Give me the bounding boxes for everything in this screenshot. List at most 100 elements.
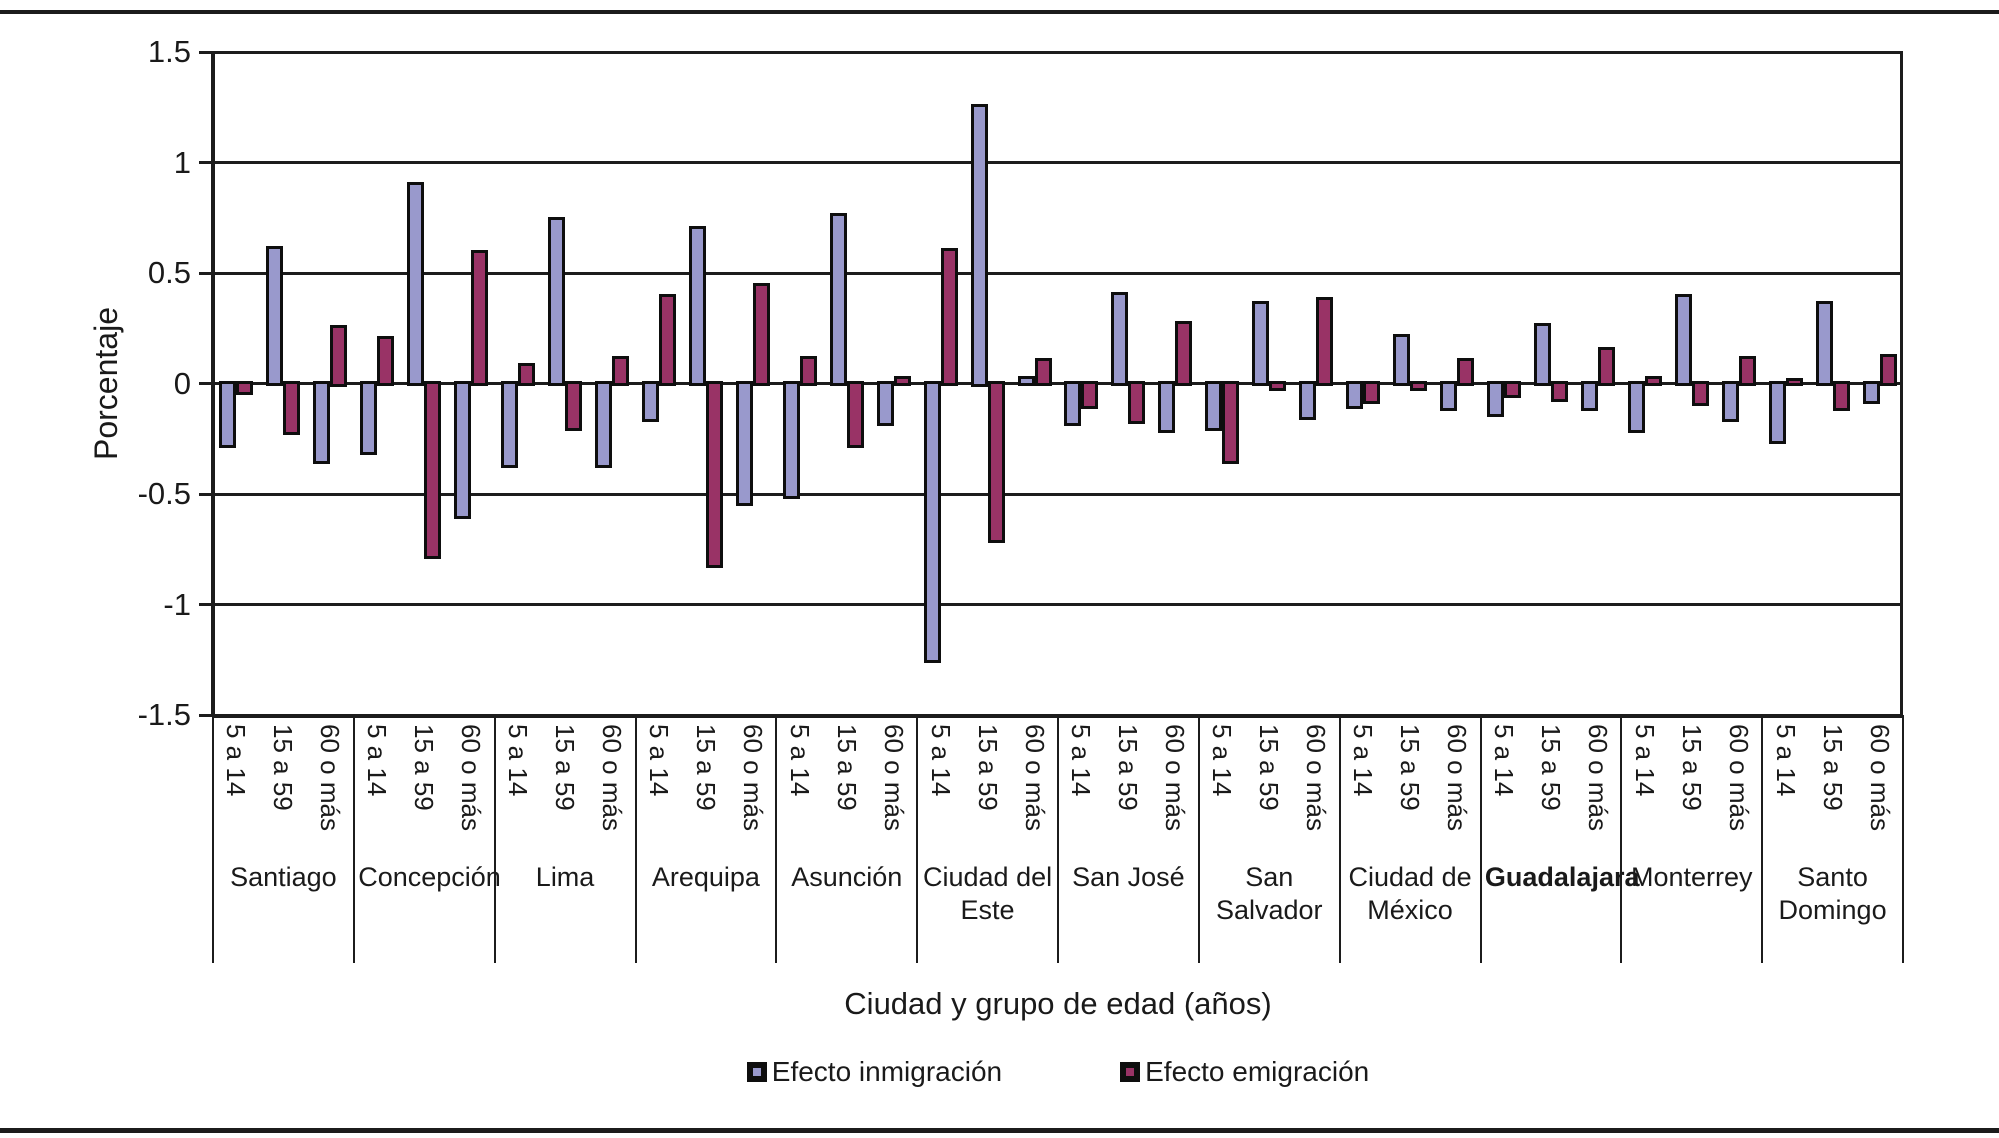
age-group-label: 15 a 59 <box>1113 724 1144 811</box>
bottom-border-rule <box>0 1128 1999 1133</box>
cluster-separator <box>1761 715 1764 963</box>
bar-emigracion <box>377 336 395 387</box>
bar-inmigracion <box>1815 300 1833 387</box>
y-tick-label: -1.5 <box>137 697 191 732</box>
legend-swatch-emigracion-icon <box>1120 1062 1141 1082</box>
top-border-rule <box>0 10 1999 14</box>
bar-emigracion <box>236 380 254 396</box>
city-label-text: San Salvador <box>1215 862 1323 925</box>
bar-inmigracion <box>1862 380 1880 405</box>
bar-emigracion <box>1785 378 1803 387</box>
bar-emigracion <box>1269 380 1287 391</box>
bar-emigracion <box>799 356 817 387</box>
city-label: Santiago <box>213 861 354 894</box>
city-label-text: Guadalajara <box>1484 862 1640 892</box>
cluster-separator <box>775 715 778 963</box>
bar-inmigracion <box>407 181 425 387</box>
age-group-label: 15 a 59 <box>690 724 721 811</box>
bar-emigracion <box>518 362 536 387</box>
y-axis-tick <box>199 603 213 606</box>
cluster-separator <box>212 715 214 963</box>
bar-inmigracion <box>266 245 284 387</box>
y-axis-tick <box>199 382 213 385</box>
city-label-text: Monterrey <box>1630 862 1753 892</box>
y-axis-tick <box>199 271 213 275</box>
bar-emigracion <box>1457 358 1475 387</box>
age-group-label: 15 a 59 <box>1254 724 1285 811</box>
bar-inmigracion <box>735 380 753 506</box>
bar-inmigracion <box>1158 380 1176 433</box>
age-group-label: 5 a 14 <box>643 724 674 797</box>
gridline <box>213 492 1903 496</box>
legend-swatch-inmigracion-icon <box>746 1062 767 1082</box>
gridline <box>213 161 1903 164</box>
bar-inmigracion <box>1533 323 1551 387</box>
age-group-label: 15 a 59 <box>409 724 440 811</box>
cluster-separator <box>1338 715 1341 963</box>
cluster-separator <box>916 715 919 963</box>
city-label: Santo Domingo <box>1762 861 1903 927</box>
x-axis-label-area: 5 a 14 15 a 59 60 o más Santiago 5 a 14 15 a … <box>212 715 1904 965</box>
bar-emigracion <box>612 356 630 387</box>
age-group-label: 60 o más <box>456 724 487 831</box>
city-label: Monterrey <box>1621 861 1762 894</box>
y-axis-tick <box>199 713 213 717</box>
age-group-label: 5 a 14 <box>1066 724 1097 797</box>
bar-inmigracion <box>876 380 894 427</box>
age-group-label: 5 a 14 <box>1488 724 1519 797</box>
age-group-label: 60 o más <box>315 724 346 831</box>
bar-emigracion <box>1128 380 1146 425</box>
y-tick-label: -1 <box>163 586 191 622</box>
bar-inmigracion <box>1393 334 1411 387</box>
bar-emigracion <box>1503 380 1521 398</box>
age-group-label: 15 a 59 <box>1817 724 1848 811</box>
city-label: Lima <box>495 861 636 894</box>
bar-emigracion <box>1222 380 1240 464</box>
age-group-label: 5 a 14 <box>1770 724 1801 797</box>
bar-inmigracion <box>1486 380 1504 418</box>
age-group-label: 60 o más <box>597 724 628 831</box>
cluster-separator <box>1197 715 1200 963</box>
bar-emigracion <box>940 247 958 387</box>
bar-inmigracion <box>454 380 472 520</box>
city-label: Concepción <box>354 861 501 894</box>
bar-emigracion <box>1410 380 1428 391</box>
bar-emigracion <box>1363 380 1381 405</box>
bar-emigracion <box>1316 296 1334 387</box>
bar-emigracion <box>705 380 723 568</box>
city-label-text: Ciudad de México <box>1348 862 1472 925</box>
bar-emigracion <box>1691 380 1709 407</box>
y-axis-tick <box>199 492 213 496</box>
y-tick-label: 1.5 <box>147 34 191 69</box>
age-group-label: 5 a 14 <box>1207 724 1238 797</box>
bar-inmigracion <box>313 380 331 464</box>
bar-inmigracion <box>688 225 706 387</box>
age-group-label: 15 a 59 <box>550 724 581 811</box>
bar-emigracion <box>1738 356 1756 387</box>
cluster-separator <box>1057 715 1059 963</box>
bar-inmigracion <box>1252 300 1270 387</box>
age-group-label: 5 a 14 <box>1629 724 1660 797</box>
bar-inmigracion <box>1721 380 1739 422</box>
bar-inmigracion <box>970 104 988 387</box>
bar-emigracion <box>893 376 911 387</box>
y-tick-label: 1 <box>173 144 191 180</box>
city-label-text: Asunción <box>791 862 903 892</box>
city-label-text: Concepción <box>358 862 501 892</box>
y-tick-label: 0.5 <box>147 255 191 290</box>
age-group-label: 15 a 59 <box>1676 724 1707 811</box>
bar-inmigracion <box>1580 380 1598 411</box>
age-group-label: 5 a 14 <box>503 724 534 797</box>
bar-inmigracion <box>641 380 659 422</box>
age-group-label: 60 o más <box>737 724 768 831</box>
cluster-separator <box>1479 715 1482 963</box>
age-group-label: 5 a 14 <box>784 724 815 797</box>
bar-emigracion <box>1175 320 1193 387</box>
bar-inmigracion <box>782 380 800 500</box>
bar-inmigracion <box>1627 380 1645 433</box>
zero-gridline <box>213 382 1903 385</box>
bar-inmigracion <box>1768 380 1786 444</box>
bar-inmigracion <box>595 380 613 469</box>
bar-emigracion <box>1034 358 1052 387</box>
city-label-text: Arequipa <box>651 862 760 892</box>
